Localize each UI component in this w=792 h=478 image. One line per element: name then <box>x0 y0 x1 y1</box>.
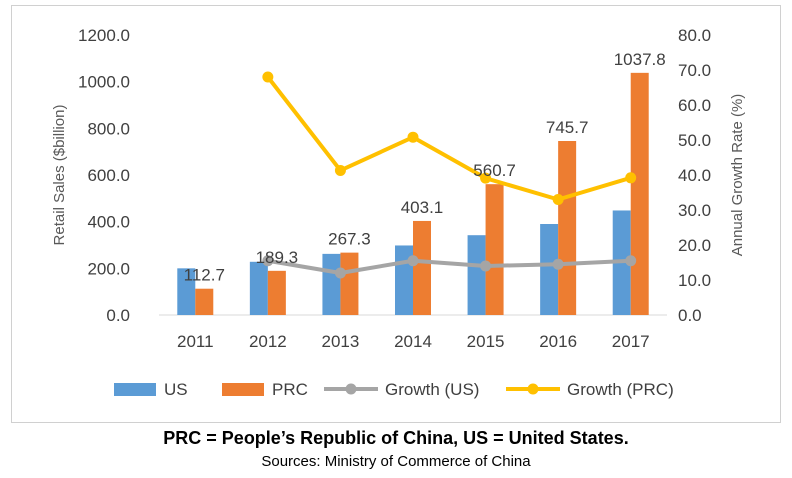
data-label: 267.3 <box>328 230 371 249</box>
chart-caption: PRC = People’s Republic of China, US = U… <box>163 428 629 448</box>
point-growth-us <box>552 258 564 270</box>
data-label: 112.7 <box>184 266 225 285</box>
bar-prc <box>267 270 286 315</box>
data-label: 560.7 <box>473 161 516 180</box>
y-tick-label: 0.0 <box>106 306 130 325</box>
line-growth-us <box>267 258 631 275</box>
legend-label-us: US <box>164 380 188 399</box>
chart: 0.0 200.0 400.0 600.0 800.0 1000.0 1200.0 0.0 1… <box>51 26 746 399</box>
bar-us <box>322 253 341 315</box>
y-axis-left: 0.0 200.0 400.0 600.0 800.0 1000.0 1200.0 <box>78 26 130 325</box>
point-growth-us <box>407 255 419 267</box>
x-tick-label: 2011 <box>177 332 214 351</box>
point-growth-us <box>262 255 274 267</box>
legend-marker-growth-us <box>345 383 357 395</box>
point-growth-prc <box>407 131 419 143</box>
y2-tick-label: 20.0 <box>678 236 711 255</box>
x-tick-label: 2017 <box>612 332 650 351</box>
point-growth-prc <box>334 164 346 176</box>
bar-prc <box>630 72 649 315</box>
lines <box>262 71 637 279</box>
y2-tick-label: 0.0 <box>678 306 702 325</box>
bar-prc <box>195 288 214 315</box>
point-growth-us <box>334 267 346 279</box>
bar-prc <box>413 220 431 315</box>
x-tick-label: 2014 <box>394 332 432 351</box>
point-growth-us <box>480 260 492 272</box>
y-tick-label: 400.0 <box>87 213 130 232</box>
bar-prc <box>340 252 359 315</box>
legend-label-growth-prc: Growth (PRC) <box>567 380 674 399</box>
legend-marker-growth-prc <box>527 383 539 395</box>
legend-swatch-prc <box>222 383 264 396</box>
bar-us <box>249 261 268 315</box>
y-tick-label: 1200.0 <box>78 26 130 45</box>
legend-swatch-us <box>114 383 156 396</box>
x-tick-label: 2013 <box>322 332 360 351</box>
bar-us <box>177 268 196 315</box>
y2-tick-label: 70.0 <box>678 61 711 80</box>
y-axis-title: Retail Sales ($billion) <box>51 105 68 246</box>
legend: US PRC Growth (US) Growth (PRC) <box>114 380 674 399</box>
x-tick-label: 2016 <box>539 332 577 351</box>
bar-prc <box>485 184 504 315</box>
legend-label-prc: PRC <box>272 380 308 399</box>
y2-tick-label: 80.0 <box>678 26 711 45</box>
bar-prc <box>558 141 577 315</box>
bar-us <box>395 245 413 315</box>
y-tick-label: 1000.0 <box>78 73 130 92</box>
point-growth-prc <box>625 172 637 184</box>
chart-sources: Sources: Ministry of Commerce of China <box>261 453 531 470</box>
bar-us <box>540 224 559 315</box>
bar-us <box>467 235 486 315</box>
chart-frame: 0.0 200.0 400.0 600.0 800.0 1000.0 1200.0 0.0 1… <box>11 5 781 423</box>
point-growth-prc <box>262 71 274 83</box>
data-label: 403.1 <box>401 198 444 217</box>
y2-tick-label: 50.0 <box>678 131 711 150</box>
y-tick-label: 800.0 <box>87 119 130 138</box>
data-label: 189.3 <box>256 248 299 267</box>
data-labels: 112.7 189.3 267.3 403.1 560.7 745.7 1037.8 <box>184 50 666 285</box>
x-tick-label: 2012 <box>249 332 287 351</box>
point-growth-prc <box>480 172 492 184</box>
x-axis: 2011 2012 2013 2014 2015 2016 2017 <box>177 332 650 351</box>
x-tick-label: 2015 <box>467 332 505 351</box>
y-tick-label: 600.0 <box>87 166 130 185</box>
y-tick-label: 200.0 <box>87 259 130 278</box>
line-growth-prc <box>266 75 632 202</box>
y2-tick-label: 30.0 <box>678 201 711 220</box>
point-growth-us <box>625 255 637 267</box>
legend-label-growth-us: Growth (US) <box>385 380 479 399</box>
y2-axis-title: Annual Growth Rate (%) <box>729 94 746 257</box>
data-label: 745.7 <box>546 118 589 137</box>
y2-tick-label: 10.0 <box>678 271 711 290</box>
y2-tick-label: 60.0 <box>678 96 711 115</box>
y2-tick-label: 40.0 <box>678 166 711 185</box>
y-axis-right: 0.0 10.0 20.0 30.0 40.0 50.0 60.0 70.0 80.0 <box>678 26 711 325</box>
point-growth-prc <box>552 194 564 205</box>
data-label: 1037.8 <box>614 50 666 69</box>
